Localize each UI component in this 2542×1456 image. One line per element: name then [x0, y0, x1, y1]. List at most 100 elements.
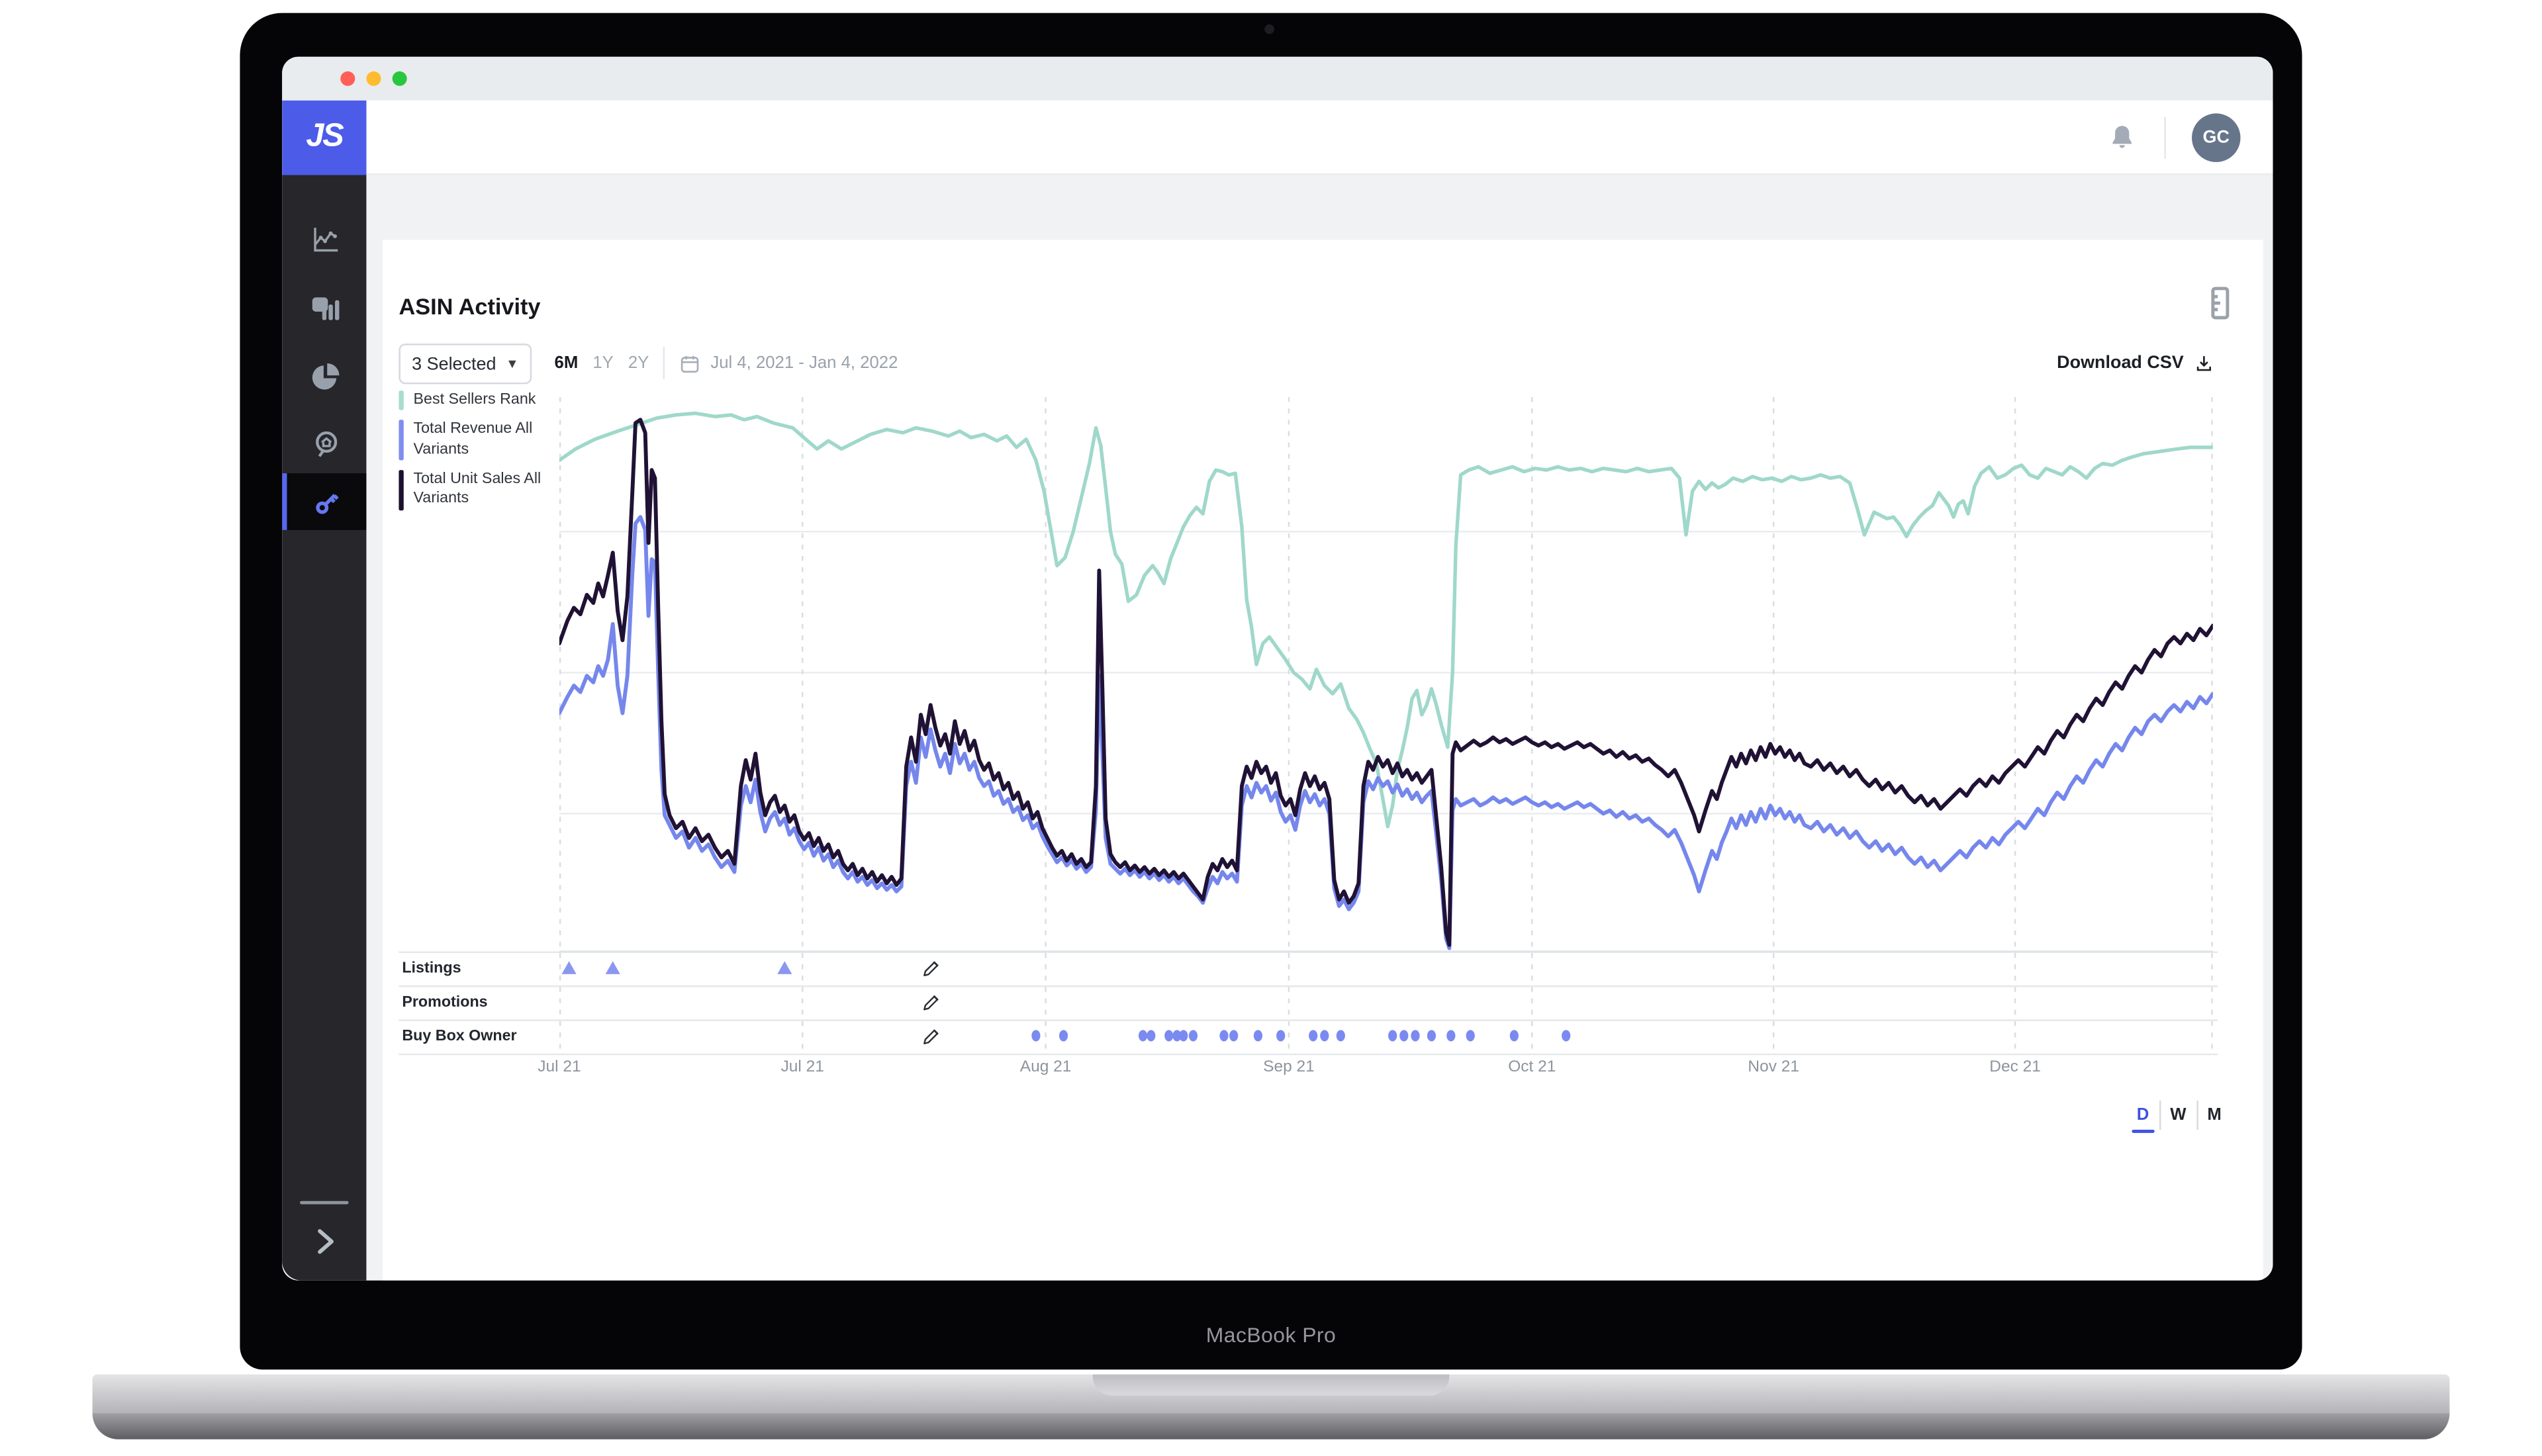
key-icon[interactable]	[282, 473, 367, 530]
jungle-scout-logo[interactable]: JS	[282, 99, 367, 175]
download-icon	[2196, 355, 2212, 371]
minimize-window-button[interactable]	[366, 71, 381, 86]
edit-buy-box-owner-pencil-icon[interactable]	[921, 1026, 942, 1047]
series-total-unit-sales-all-variants	[559, 418, 2213, 947]
ruler-icon[interactable]	[2205, 285, 2234, 321]
listing-event-marker[interactable]	[561, 961, 577, 974]
buy-box-event-marker[interactable]	[1172, 1030, 1182, 1042]
download-csv-label: Download CSV	[2057, 353, 2184, 373]
legend-item[interactable]: Best Sellers Rank	[399, 390, 547, 411]
series-best-sellers-rank	[559, 411, 2213, 829]
range-6m-button[interactable]: 6M	[554, 353, 579, 373]
metric-selector-dropdown[interactable]: 3 Selected ▼	[399, 343, 532, 385]
pie-chart-icon[interactable]	[282, 347, 366, 405]
range-2y-button[interactable]: 2Y	[628, 353, 649, 373]
row-divider	[399, 1053, 2218, 1056]
x-tick-label: Aug 21	[1019, 1058, 1072, 1077]
line-chart-icon[interactable]	[282, 209, 366, 267]
calendar-icon	[681, 355, 699, 372]
buy-box-event-marker[interactable]	[1411, 1030, 1420, 1042]
date-range-picker[interactable]: Jul 4, 2021 - Jan 4, 2022	[680, 353, 898, 374]
sidebar-expand-button[interactable]	[282, 1219, 366, 1265]
page-title: ASIN Activity	[399, 294, 541, 320]
asin-activity-chart[interactable]	[559, 397, 2213, 1054]
row-label-listings: Listings	[402, 959, 461, 978]
device-label: MacBook Pro	[1205, 1322, 1337, 1347]
buy-box-event-marker[interactable]	[1138, 1030, 1148, 1042]
legend-label: Total Unit Sales All Variants	[413, 470, 541, 508]
legend-color-bar	[399, 470, 404, 510]
search-house-icon[interactable]	[282, 415, 366, 473]
granularity-w-button[interactable]: W	[2170, 1105, 2187, 1125]
buy-box-event-marker[interactable]	[1059, 1030, 1068, 1042]
listing-event-marker[interactable]	[605, 961, 620, 974]
buy-box-event-marker[interactable]	[1164, 1030, 1174, 1042]
range-1y-button[interactable]: 1Y	[592, 353, 614, 373]
buy-box-event-marker[interactable]	[1147, 1030, 1156, 1042]
buy-box-event-marker[interactable]	[1031, 1030, 1041, 1042]
legend-item[interactable]: Total Revenue All Variants	[399, 420, 547, 461]
edit-listings-pencil-icon[interactable]	[921, 958, 942, 979]
granularity-m-button[interactable]: M	[2207, 1105, 2222, 1125]
legend-label: Best Sellers Rank	[413, 390, 536, 409]
buy-box-event-marker[interactable]	[1219, 1030, 1229, 1042]
buy-box-event-marker[interactable]	[1562, 1030, 1571, 1042]
buy-box-event-marker[interactable]	[1509, 1030, 1519, 1042]
macbook-screen: JS GC	[240, 13, 2302, 1370]
zoom-window-button[interactable]	[392, 71, 407, 86]
macbook-notch	[1092, 1374, 1450, 1396]
x-tick-label: Nov 21	[1748, 1058, 1799, 1077]
bell-icon[interactable]	[2106, 120, 2138, 156]
sidebar	[282, 175, 367, 1281]
app-window: JS GC	[282, 56, 2273, 1281]
header-divider	[2164, 116, 2166, 159]
date-range-label: Jul 4, 2021 - Jan 4, 2022	[710, 353, 898, 373]
legend-color-bar	[399, 390, 404, 411]
metric-selector-label: 3 Selected	[412, 354, 496, 374]
asin-activity-card: ASIN Activity 3 Selected ▼ 6M 1Y 2Y	[382, 240, 2263, 1281]
legend-item[interactable]: Total Unit Sales All Variants	[399, 470, 547, 510]
buy-box-event-marker[interactable]	[1309, 1030, 1318, 1042]
row-label-buy-box-owner: Buy Box Owner	[402, 1027, 517, 1046]
x-tick-label: Dec 21	[1989, 1058, 2041, 1077]
close-window-button[interactable]	[340, 71, 355, 86]
granularity-d-button[interactable]: D	[2127, 1102, 2159, 1133]
buy-box-event-marker[interactable]	[1179, 1030, 1188, 1042]
macbook-base-edge	[92, 1413, 2450, 1439]
row-divider	[399, 1019, 2218, 1021]
listing-event-marker[interactable]	[777, 961, 792, 974]
buy-box-event-marker[interactable]	[1399, 1030, 1409, 1042]
app-header: JS GC	[282, 99, 2273, 175]
x-axis-labels: Jul 21 Jul 21 Aug 21 Sep 21 Oct 21 Nov 21 Dec …	[538, 1058, 2213, 1081]
chevron-down-icon: ▼	[506, 356, 519, 371]
legend-color-bar	[399, 420, 404, 461]
webcam-icon	[1264, 24, 1274, 34]
granularity-divider	[2196, 1100, 2198, 1130]
main-content: ASIN Activity 3 Selected ▼ 6M 1Y 2Y	[366, 175, 2273, 1281]
buy-box-event-marker[interactable]	[1320, 1030, 1329, 1042]
granularity-divider	[2159, 1100, 2161, 1130]
range-divider	[663, 347, 665, 380]
buy-box-event-marker[interactable]	[1336, 1030, 1345, 1042]
download-csv-button[interactable]: Download CSV	[2057, 347, 2214, 379]
buy-box-event-marker[interactable]	[1276, 1030, 1286, 1042]
chart-legend: Best Sellers Rank Total Revenue All Varia…	[399, 390, 547, 510]
x-tick-label: Jul 21	[538, 1058, 581, 1077]
avatar[interactable]: GC	[2192, 113, 2241, 162]
buy-box-event-marker[interactable]	[1427, 1030, 1436, 1042]
x-tick-label: Oct 21	[1508, 1058, 1556, 1077]
row-divider	[399, 951, 2218, 954]
report-bars-icon[interactable]	[282, 279, 366, 337]
edit-promotions-pencil-icon[interactable]	[921, 992, 942, 1013]
range-buttons: 6M 1Y 2Y Jul 4, 2021 - Jan 4, 2022	[554, 347, 898, 380]
buy-box-event-marker[interactable]	[1229, 1030, 1239, 1042]
buy-box-event-marker[interactable]	[1253, 1030, 1263, 1042]
buy-box-event-marker[interactable]	[1188, 1030, 1198, 1042]
buy-box-event-marker[interactable]	[1446, 1030, 1456, 1042]
window-titlebar	[282, 56, 2273, 101]
buy-box-event-marker[interactable]	[1466, 1030, 1475, 1042]
row-divider	[399, 985, 2218, 987]
series-total-revenue-all-variants	[559, 515, 2213, 950]
buy-box-event-marker[interactable]	[1388, 1030, 1397, 1042]
